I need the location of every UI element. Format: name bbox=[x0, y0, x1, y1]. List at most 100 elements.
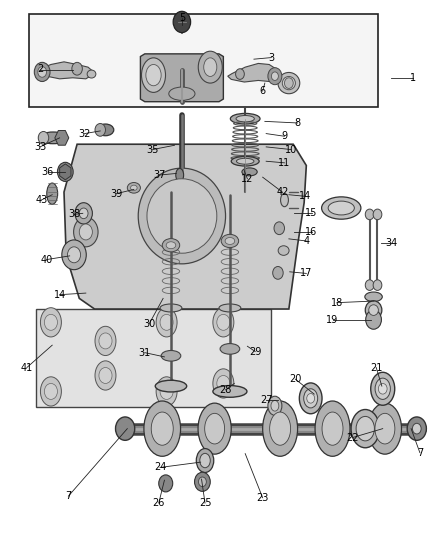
Ellipse shape bbox=[200, 454, 210, 468]
Circle shape bbox=[307, 393, 314, 403]
Polygon shape bbox=[141, 54, 223, 102]
Ellipse shape bbox=[127, 182, 141, 193]
Text: 19: 19 bbox=[326, 314, 339, 325]
Ellipse shape bbox=[283, 76, 295, 90]
Ellipse shape bbox=[213, 369, 234, 398]
Ellipse shape bbox=[263, 401, 297, 456]
Text: 14: 14 bbox=[53, 289, 66, 300]
Text: 7: 7 bbox=[65, 491, 71, 501]
Circle shape bbox=[99, 333, 112, 349]
Ellipse shape bbox=[219, 304, 241, 312]
Circle shape bbox=[74, 217, 98, 247]
Text: 30: 30 bbox=[143, 319, 155, 329]
Polygon shape bbox=[38, 62, 92, 79]
Circle shape bbox=[159, 475, 173, 492]
Text: 24: 24 bbox=[154, 463, 166, 472]
Circle shape bbox=[366, 310, 381, 329]
Polygon shape bbox=[60, 164, 71, 180]
Text: 8: 8 bbox=[294, 118, 300, 128]
Ellipse shape bbox=[198, 403, 231, 454]
Circle shape bbox=[378, 383, 387, 394]
Text: 6: 6 bbox=[260, 86, 266, 96]
Ellipse shape bbox=[155, 380, 187, 392]
Ellipse shape bbox=[351, 409, 379, 448]
Ellipse shape bbox=[40, 308, 61, 337]
Ellipse shape bbox=[375, 413, 395, 444]
Circle shape bbox=[38, 132, 49, 144]
Text: 21: 21 bbox=[370, 362, 382, 373]
Circle shape bbox=[274, 222, 285, 235]
Text: 2: 2 bbox=[37, 64, 43, 74]
Text: 23: 23 bbox=[257, 492, 269, 503]
Circle shape bbox=[116, 417, 135, 440]
Text: 27: 27 bbox=[260, 395, 272, 406]
Circle shape bbox=[272, 72, 279, 80]
Ellipse shape bbox=[161, 351, 181, 361]
Ellipse shape bbox=[281, 193, 288, 207]
Text: 36: 36 bbox=[42, 167, 54, 177]
Ellipse shape bbox=[304, 389, 318, 408]
Ellipse shape bbox=[146, 64, 161, 86]
Circle shape bbox=[95, 124, 106, 136]
Circle shape bbox=[44, 314, 57, 330]
Ellipse shape bbox=[230, 114, 260, 124]
Text: 3: 3 bbox=[268, 53, 275, 62]
Ellipse shape bbox=[213, 308, 234, 337]
Polygon shape bbox=[35, 309, 272, 407]
Text: 12: 12 bbox=[241, 174, 254, 184]
Text: 5: 5 bbox=[179, 13, 185, 23]
Text: 34: 34 bbox=[385, 238, 398, 247]
Circle shape bbox=[67, 247, 81, 263]
Bar bbox=[29, 14, 378, 107]
Text: 33: 33 bbox=[34, 142, 46, 152]
Ellipse shape bbox=[95, 361, 116, 390]
Ellipse shape bbox=[204, 58, 217, 76]
Text: 37: 37 bbox=[153, 170, 166, 180]
Text: 1: 1 bbox=[410, 73, 417, 83]
Ellipse shape bbox=[328, 201, 354, 215]
Ellipse shape bbox=[271, 400, 279, 411]
Circle shape bbox=[79, 208, 88, 219]
Circle shape bbox=[34, 62, 50, 82]
Ellipse shape bbox=[198, 51, 222, 83]
Text: 39: 39 bbox=[110, 189, 123, 199]
Circle shape bbox=[62, 240, 86, 270]
Circle shape bbox=[75, 203, 92, 224]
Text: 9: 9 bbox=[282, 131, 288, 141]
Circle shape bbox=[79, 224, 92, 240]
Ellipse shape bbox=[138, 168, 226, 264]
Text: 14: 14 bbox=[299, 191, 311, 201]
Circle shape bbox=[194, 472, 210, 491]
Text: 15: 15 bbox=[305, 208, 318, 219]
Circle shape bbox=[373, 280, 382, 290]
Text: 26: 26 bbox=[152, 498, 165, 508]
Ellipse shape bbox=[270, 412, 290, 445]
Ellipse shape bbox=[95, 326, 116, 356]
Ellipse shape bbox=[156, 377, 177, 406]
Ellipse shape bbox=[160, 304, 182, 312]
Ellipse shape bbox=[131, 185, 137, 190]
Text: 40: 40 bbox=[40, 255, 53, 264]
Text: 22: 22 bbox=[346, 433, 358, 443]
Ellipse shape bbox=[321, 197, 361, 219]
Ellipse shape bbox=[176, 168, 184, 182]
Text: 32: 32 bbox=[78, 128, 91, 139]
Ellipse shape bbox=[166, 242, 176, 249]
Circle shape bbox=[373, 209, 382, 220]
Ellipse shape bbox=[47, 183, 58, 204]
Circle shape bbox=[72, 62, 82, 75]
Ellipse shape bbox=[169, 87, 195, 100]
Text: 42: 42 bbox=[276, 187, 289, 197]
Circle shape bbox=[173, 11, 191, 33]
Ellipse shape bbox=[151, 412, 173, 445]
Ellipse shape bbox=[369, 305, 378, 316]
Ellipse shape bbox=[278, 72, 300, 94]
Polygon shape bbox=[64, 144, 306, 309]
Circle shape bbox=[160, 314, 173, 330]
Text: 11: 11 bbox=[279, 158, 291, 168]
Circle shape bbox=[413, 423, 421, 434]
Circle shape bbox=[57, 163, 73, 181]
Text: 20: 20 bbox=[289, 374, 302, 384]
Circle shape bbox=[38, 67, 46, 77]
Text: 28: 28 bbox=[219, 385, 232, 395]
